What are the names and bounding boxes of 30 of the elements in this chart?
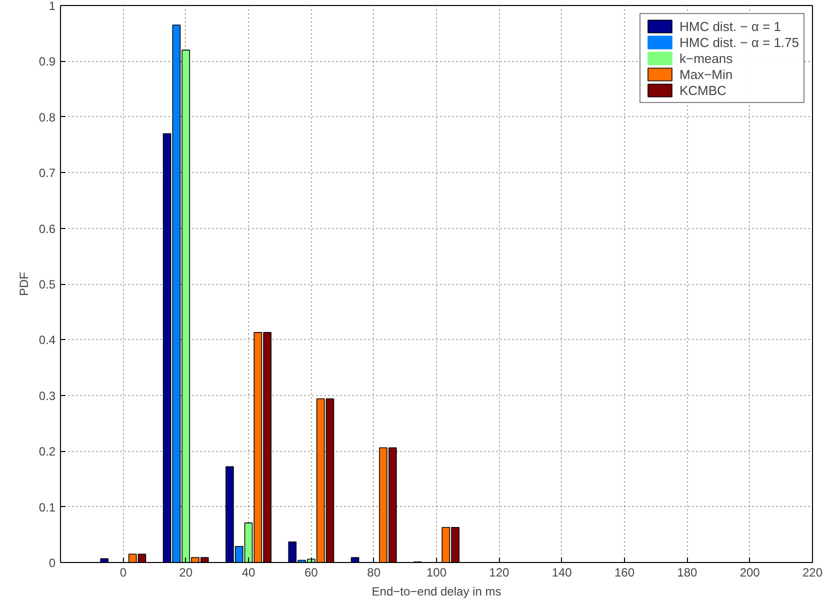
y-tick-label: 1 [48, 0, 56, 13]
x-axis-title: End−to−end delay in ms [372, 584, 502, 598]
legend-label: HMC dist. − α = 1.75 [679, 34, 799, 50]
x-tick-label: 100 [426, 566, 447, 580]
x-tick-label: 220 [802, 566, 823, 580]
y-tick-label: 0.3 [38, 388, 56, 403]
x-tick-label: 20 [179, 566, 193, 580]
x-tick-label: 60 [304, 566, 318, 580]
y-tick-label: 0.4 [38, 333, 56, 348]
legend-label: k−means [679, 50, 733, 66]
y-tick-label: 0.7 [38, 166, 56, 180]
y-tick-label: 0.1 [38, 500, 56, 514]
legend-label: HMC dist. − α = 1 [679, 18, 781, 34]
legend-label: KCMBC [679, 82, 726, 98]
y-tick-label: 0.2 [38, 444, 56, 459]
y-tick-label: 0.8 [38, 110, 56, 124]
y-axis-title: PDF [16, 272, 31, 296]
y-tick-label: 0 [48, 556, 56, 570]
y-tick-label: 0.5 [38, 278, 56, 292]
x-tick-label: 140 [552, 566, 572, 580]
x-tick-label: 80 [367, 566, 381, 580]
x-tick-label: 160 [614, 566, 635, 580]
x-tick-label: 120 [489, 566, 510, 580]
legend-label: Max−Min [679, 66, 733, 82]
x-tick-label: 40 [242, 566, 256, 580]
x-tick-label: 180 [677, 566, 698, 580]
x-tick-label: 200 [740, 566, 760, 580]
y-tick-label: 0.9 [38, 54, 56, 69]
x-tick-label: 0 [120, 566, 127, 580]
y-tick-label: 0.6 [38, 222, 56, 236]
